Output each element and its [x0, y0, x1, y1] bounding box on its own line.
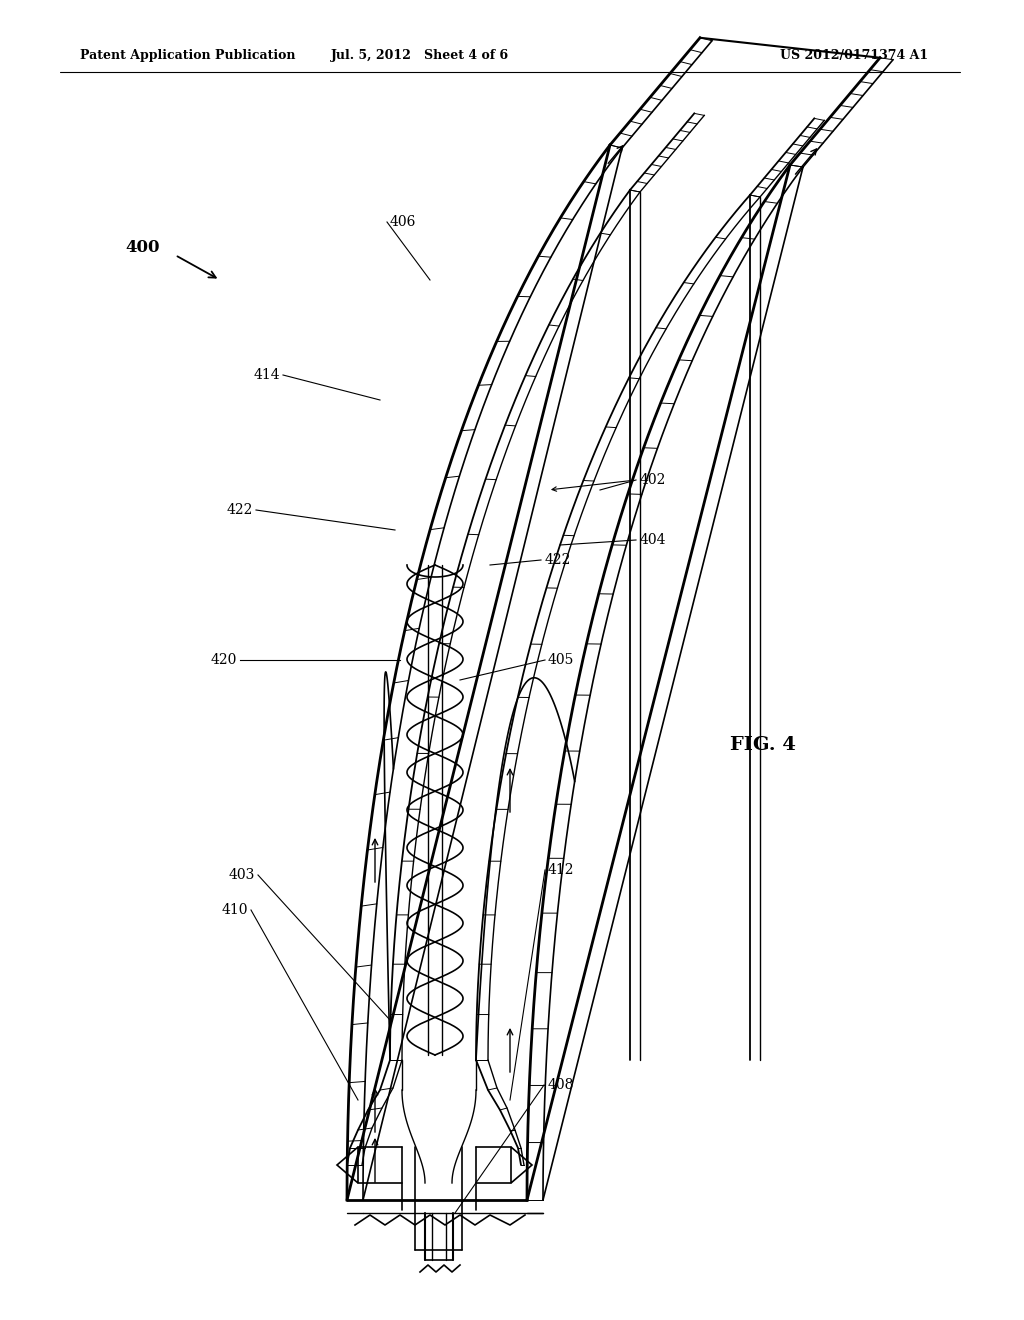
Text: 403: 403 — [228, 869, 255, 882]
Text: 422: 422 — [545, 553, 571, 568]
Text: 422: 422 — [226, 503, 253, 517]
Text: 408: 408 — [548, 1078, 574, 1092]
Polygon shape — [337, 1147, 358, 1183]
Polygon shape — [511, 1147, 532, 1183]
Text: 412: 412 — [548, 863, 574, 876]
Text: 405: 405 — [548, 653, 574, 667]
Text: FIG. 4: FIG. 4 — [730, 737, 796, 754]
Text: 410: 410 — [221, 903, 248, 917]
Text: 404: 404 — [640, 533, 667, 546]
Text: US 2012/0171374 A1: US 2012/0171374 A1 — [780, 49, 928, 62]
Text: 420: 420 — [211, 653, 237, 667]
Text: 406: 406 — [390, 215, 417, 228]
Text: 400: 400 — [126, 239, 160, 256]
Text: 402: 402 — [640, 473, 667, 487]
Text: Jul. 5, 2012   Sheet 4 of 6: Jul. 5, 2012 Sheet 4 of 6 — [331, 49, 509, 62]
Text: Patent Application Publication: Patent Application Publication — [80, 49, 296, 62]
Text: 414: 414 — [253, 368, 280, 381]
